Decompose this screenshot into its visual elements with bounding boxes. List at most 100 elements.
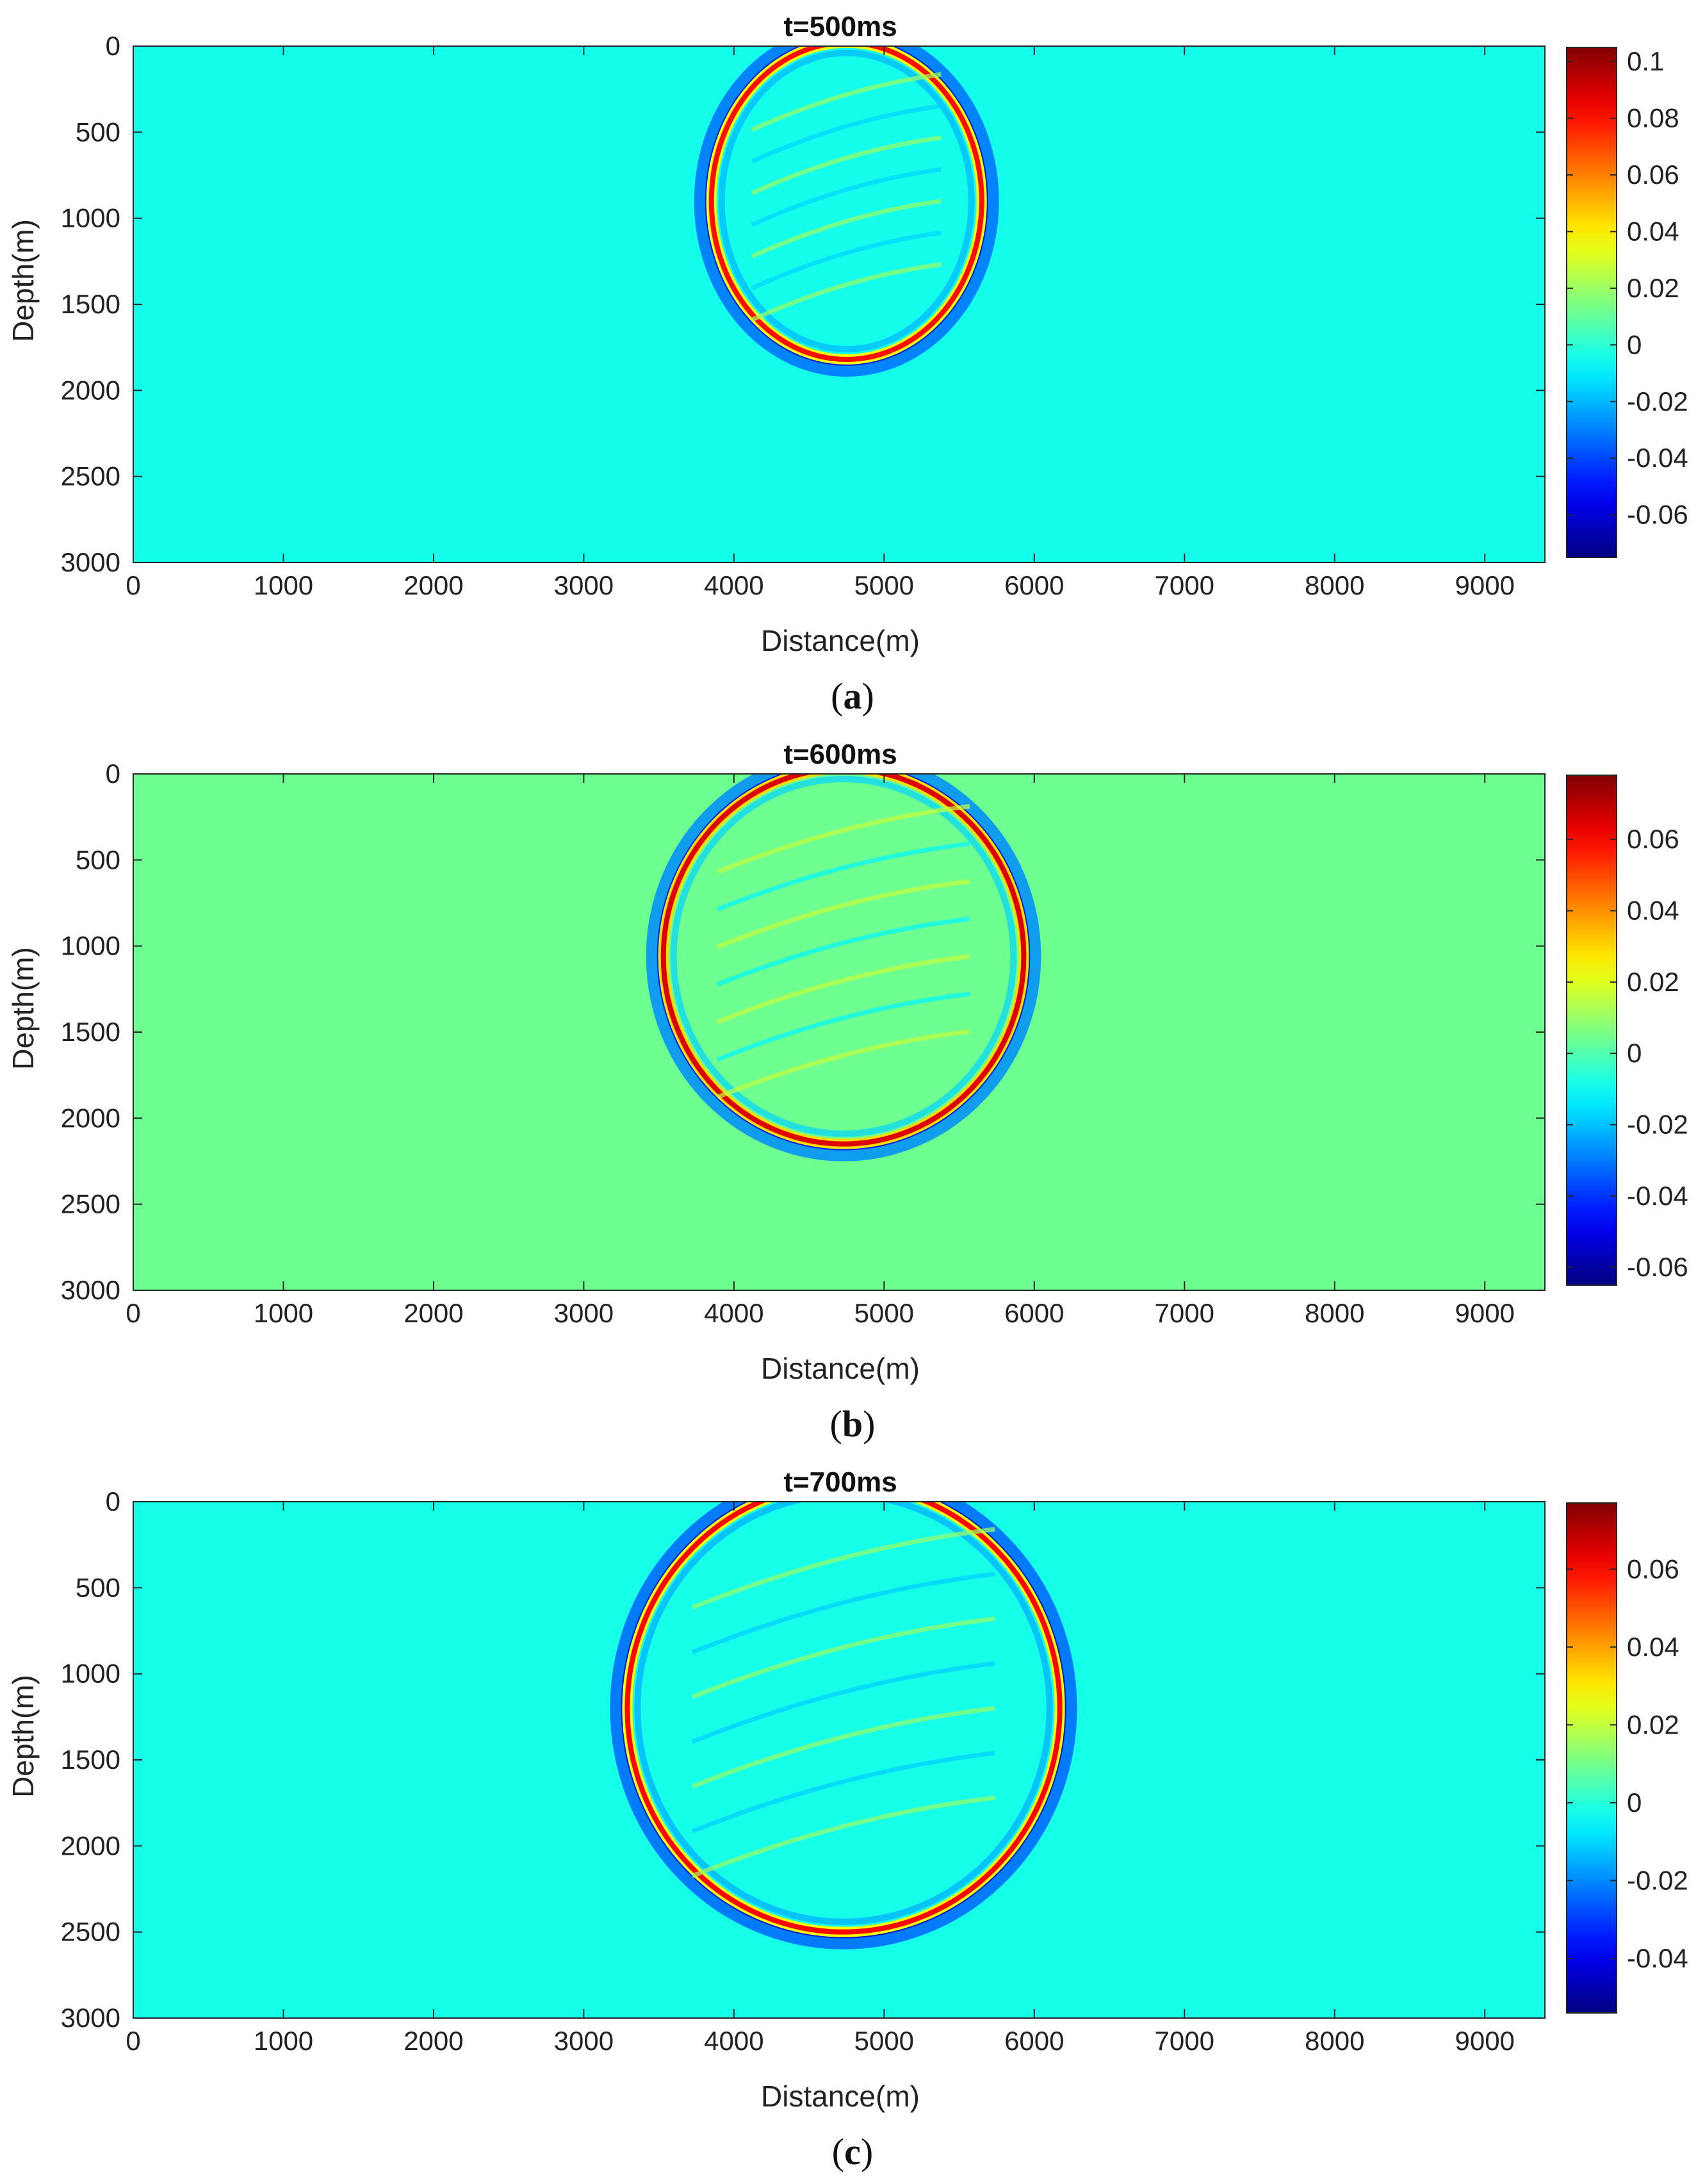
x-tick-label: 2000 [404, 1298, 463, 1328]
colorbar-tick-label: -0.02 [1627, 386, 1688, 416]
y-tick-label: 1500 [61, 1017, 120, 1047]
panel-caption: (b) [830, 1403, 876, 1445]
wavefront-trough-outer [646, 774, 1041, 1162]
y-tick-label: 2500 [61, 1917, 120, 1947]
y-tick-label: 1500 [61, 1745, 120, 1775]
chart-panel-c: t=700ms 0 1000 2000 3000 4000 5000 6000 7000 800… [6, 1466, 1688, 2172]
interior-event [716, 879, 970, 949]
colorbar: -0.06 -0.04 -0.02 0 0.02 0.04 0.06 [1566, 775, 1688, 1286]
y-tick-label: 1000 [61, 931, 120, 961]
interior-event [691, 1795, 995, 1878]
colorbar-tick-label: 0.06 [1627, 1554, 1679, 1584]
colorbar-tick-label: 0 [1627, 1787, 1642, 1818]
y-tick-label: 2500 [61, 461, 120, 491]
x-tick-label: 6000 [1004, 570, 1064, 600]
x-tick-label: 5000 [854, 2026, 914, 2056]
wavefront-trough-inner [634, 1502, 1053, 1925]
interior-event [691, 1616, 995, 1700]
colorbar-tick-label: -0.04 [1627, 1181, 1688, 1211]
y-tick-label: 3000 [61, 1275, 120, 1305]
wavefront-front [708, 46, 984, 362]
chart-panel-b: t=600ms 0 1000 2000 3000 4000 5000 6000 7000 800… [6, 739, 1688, 1445]
x-tick-label: 1000 [254, 2026, 313, 2056]
y-tick-label: 2500 [61, 1189, 120, 1219]
y-tick-label: 500 [76, 1572, 120, 1602]
x-axis-label: Distance(m) [761, 1352, 920, 1385]
colorbar-tick-label: 0.04 [1627, 1632, 1679, 1662]
interior-event [716, 841, 970, 912]
x-tick-label: 4000 [704, 2026, 763, 2056]
colorbar-tick-label: -0.04 [1627, 443, 1688, 473]
colorbar-tick-label: 0.08 [1627, 103, 1679, 133]
wavefront-front [660, 774, 1027, 1147]
colorbar-gradient [1566, 775, 1617, 1286]
interior-event [751, 167, 942, 227]
x-tick-label: 7000 [1155, 1298, 1214, 1328]
x-tick-label: 1000 [254, 1298, 313, 1328]
interior-event [691, 1661, 995, 1745]
x-tick-label: 2000 [404, 570, 463, 600]
wavefront-group [694, 46, 999, 377]
x-tick-label: 3000 [554, 2026, 614, 2056]
x-tick-label: 8000 [1305, 1298, 1364, 1328]
x-tick-label: 7000 [1155, 570, 1214, 600]
colorbar-gradient [1566, 1502, 1617, 2014]
y-tick-label: 2000 [61, 375, 120, 405]
chart-title: t=600ms [783, 739, 897, 770]
colorbar-tick-label: 0.1 [1627, 46, 1664, 76]
x-tick-label: 9000 [1455, 2026, 1514, 2056]
wavefront-trough-inner [718, 49, 975, 352]
caption-close: ) [862, 675, 874, 717]
interior-event [751, 230, 942, 290]
interior-event [751, 135, 942, 195]
y-axis-label: Depth(m) [6, 947, 40, 1070]
wavefront-group [646, 774, 1041, 1162]
plot-area: 0 1000 2000 3000 4000 5000 6000 7000 8000 9000 0 50… [61, 1486, 1546, 2056]
y-tick-label: 1000 [61, 203, 120, 233]
interior-event [716, 991, 970, 1062]
colorbar-tick-label: -0.06 [1627, 1252, 1688, 1282]
colorbar-tick-label: 0.06 [1627, 824, 1679, 854]
y-tick-label: 500 [76, 844, 120, 874]
heatmap-background [133, 46, 1545, 562]
caption-close: ) [863, 1403, 875, 1445]
heatmap-background [133, 774, 1545, 1290]
wavefront-trough-outer [694, 46, 999, 377]
interior-event [691, 1527, 995, 1610]
wavefront-trough-inner [670, 775, 1017, 1137]
y-tick-label: 3000 [61, 547, 120, 577]
chart-panel-a: t=500ms 0 1000 2000 3000 4000 5000 6000 7000 800… [6, 11, 1688, 717]
wavefront-group [610, 1502, 1077, 1950]
wavefront-front [624, 1502, 1063, 1935]
panel-caption: (a) [831, 675, 874, 717]
plot-area: 0 1000 2000 3000 4000 5000 6000 7000 8000 9000 0 50… [61, 31, 1546, 600]
y-tick-label: 500 [76, 117, 120, 147]
y-tick-label: 1500 [61, 289, 120, 319]
caption-close: ) [861, 2131, 873, 2172]
y-axis-label: Depth(m) [6, 219, 40, 342]
colorbar-tick-label: -0.02 [1627, 1865, 1688, 1895]
x-tick-label: 4000 [704, 570, 763, 600]
colorbar-tick-label: 0.06 [1627, 160, 1679, 190]
interior-event [691, 1572, 995, 1655]
interior-event [751, 104, 942, 164]
colorbar-tick-label: 0.04 [1627, 896, 1679, 926]
x-tick-label: 4000 [704, 1298, 763, 1328]
colorbar-tick-label: 0.04 [1627, 216, 1679, 246]
colorbar-tick-label: 0.02 [1627, 967, 1679, 997]
interior-event [751, 199, 942, 259]
x-tick-label: 3000 [554, 1298, 614, 1328]
interior-event [691, 1705, 995, 1789]
x-tick-label: 9000 [1455, 570, 1514, 600]
y-tick-label: 3000 [61, 2003, 120, 2033]
chart-title: t=500ms [783, 11, 897, 42]
y-tick-label: 2000 [61, 1103, 120, 1133]
wavefront-trough-outer [610, 1502, 1077, 1950]
colorbar: -0.06 -0.04 -0.02 0 0.02 0.04 0.06 0.08 0.1 [1566, 46, 1688, 558]
y-tick-label: 0 [106, 759, 120, 789]
y-tick-label: 0 [106, 31, 120, 61]
interior-event [716, 954, 970, 1024]
y-axis-label: Depth(m) [6, 1675, 40, 1798]
x-tick-label: 0 [126, 2026, 140, 2056]
caption-letter: c [844, 2131, 861, 2172]
